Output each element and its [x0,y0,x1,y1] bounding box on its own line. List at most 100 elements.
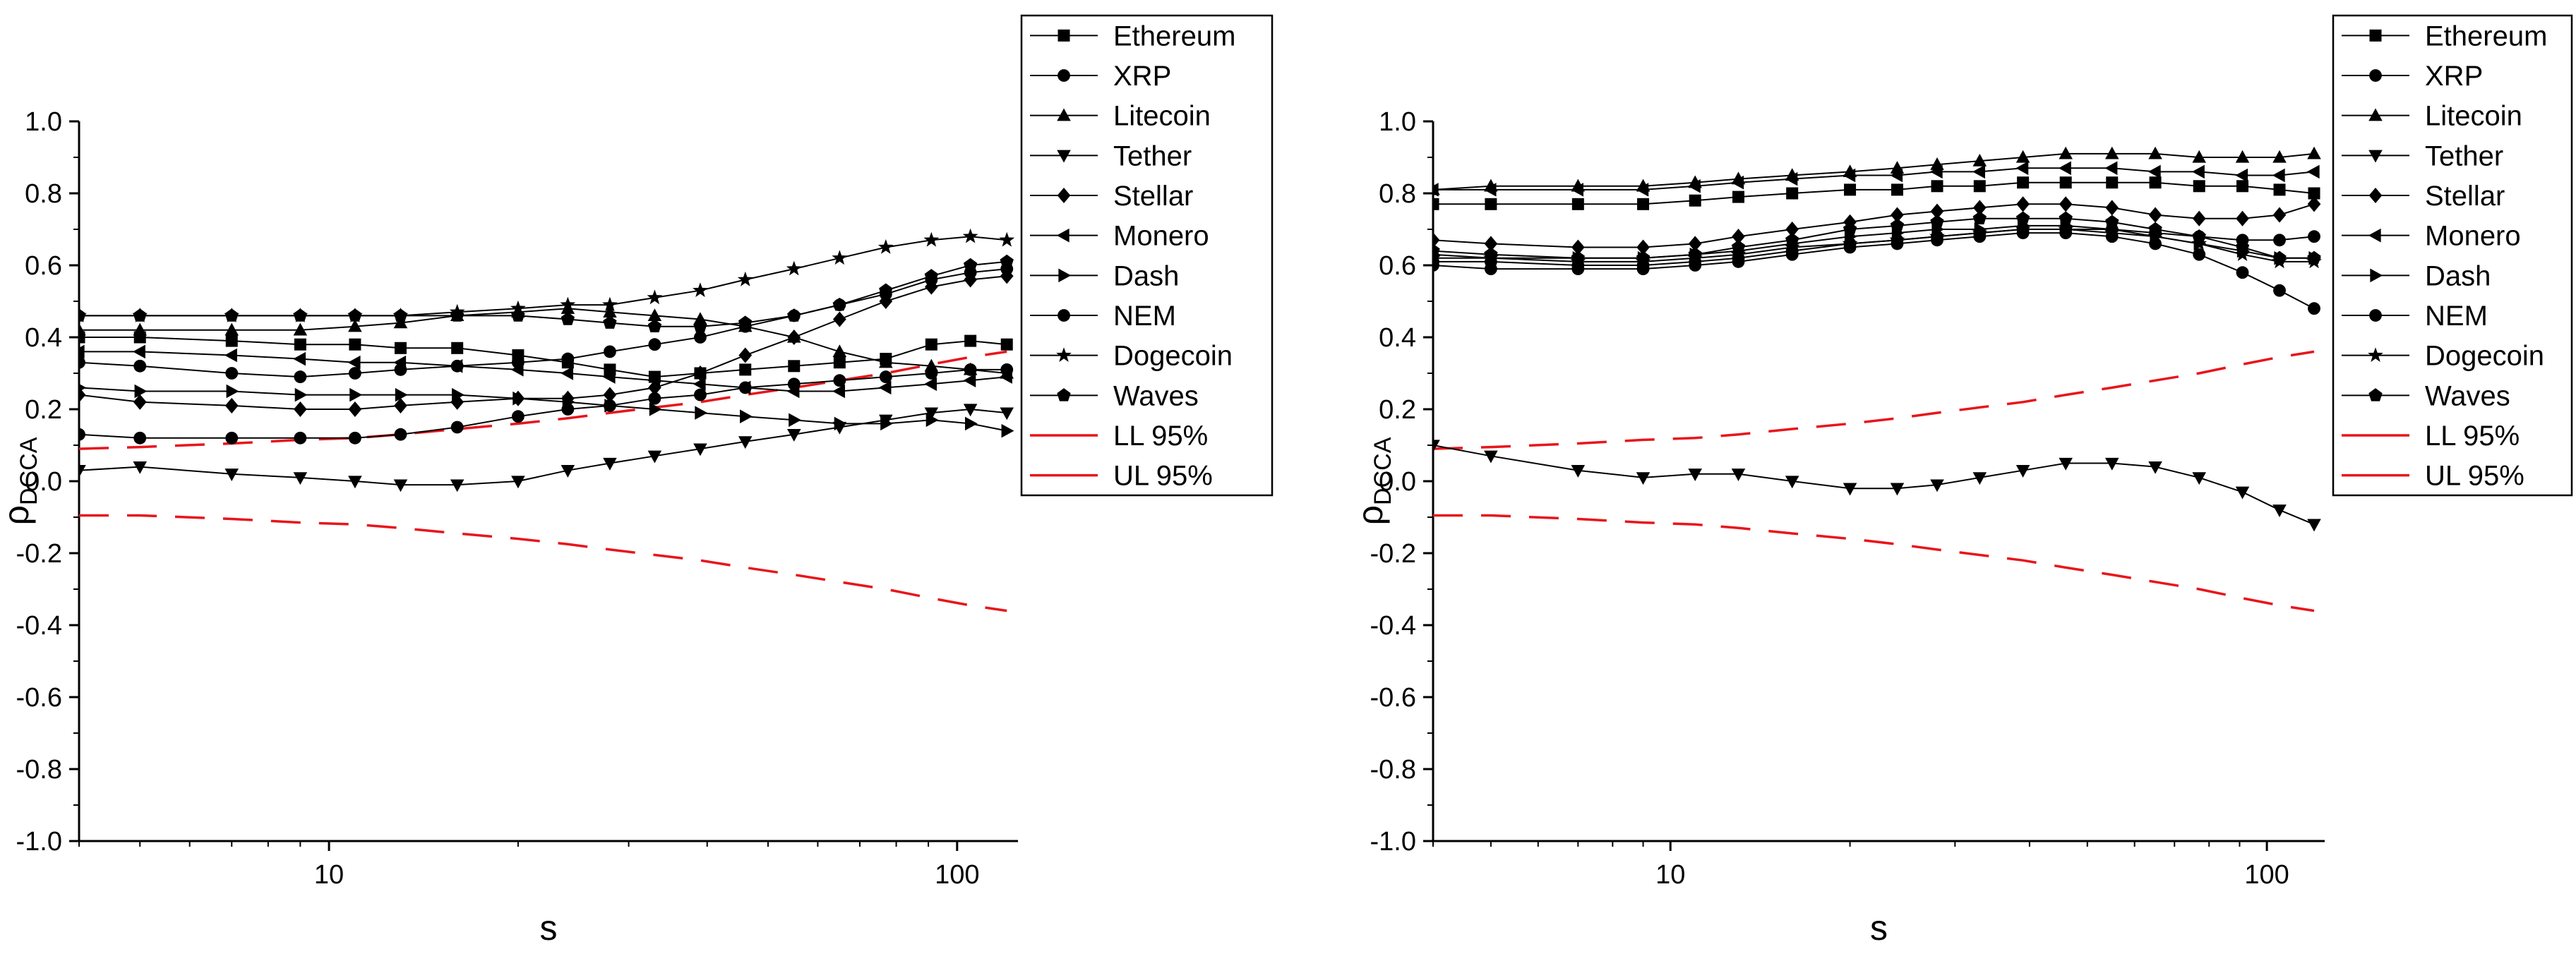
data-point [2058,221,2074,236]
data-point [2059,196,2073,212]
data-point [348,431,361,445]
y-axis-title: ρDCCA [0,437,42,525]
data-point [2192,150,2206,163]
data-point [649,402,662,416]
y-tick-label: -0.6 [1370,683,1416,713]
data-point [1483,183,1497,197]
data-point [348,401,362,418]
data-point [832,311,846,327]
data-point [693,365,707,382]
legend-swatch-marker [1058,268,1072,283]
data-point [832,297,846,311]
data-point [79,331,85,344]
data-point [603,457,617,471]
data-point [2015,161,2029,176]
data-point [2236,210,2249,226]
legend-label: Litecoin [1113,101,1211,132]
legend-swatch-marker [2368,347,2383,362]
series-tether [1433,440,2321,532]
data-point [1890,218,1905,232]
series-xrp [1433,226,2320,315]
legend-label: Dash [2425,260,2491,291]
data-point [1785,233,1799,246]
data-point [450,359,464,373]
legend: Ethereum XRP Litecoin Tether Stellar Monero Da… [2332,14,2573,497]
y-axis-title-symbol: ρ [1350,505,1390,525]
data-point [1731,175,1744,190]
legend-item: Waves [2342,380,2510,411]
data-point [1730,246,1747,261]
data-point [693,282,708,297]
legend-label: Monero [2425,221,2521,252]
legend-label: Ethereum [1113,20,1235,52]
data-point [2308,230,2320,243]
legend-swatch-marker [1057,108,1071,121]
legend-box [1020,14,1274,497]
y-axis-title-symbol: ρ [0,505,36,525]
x-axis-title: s [1870,908,1888,948]
legend-label: Ethereum [2425,20,2547,52]
data-point [2148,146,2162,159]
data-point [1000,254,1014,268]
data-point [787,308,801,322]
data-point [786,260,802,276]
data-point [134,384,148,399]
data-point [2149,176,2162,189]
legend-item: Monero [1030,221,1209,252]
data-point [603,387,617,403]
data-point [79,322,86,336]
y-tick-label: 0.4 [1379,323,1416,353]
legend-label: Litecoin [2425,101,2522,132]
data-point [1844,183,1857,196]
data-point [293,401,307,418]
y-tick-label: -1.0 [1370,827,1416,857]
data-point [511,410,525,423]
data-point [133,394,147,410]
data-point [880,416,893,431]
data-point [693,377,706,392]
data-point [2272,150,2287,163]
data-point [294,338,306,351]
data-point [2192,210,2206,226]
data-point [1972,472,1987,485]
data-point [560,296,576,312]
legend-label: UL 95% [1113,461,1213,492]
data-point [924,377,937,392]
data-point [1889,231,1905,247]
data-point [2147,228,2163,243]
data-point [2273,234,2286,247]
data-point [963,362,978,375]
series-line [1433,217,2314,259]
data-point [1843,214,1857,230]
data-point [1433,232,1440,248]
series-litecoin [79,301,1014,379]
y-tick-label: -0.6 [16,683,62,713]
y-tick-label: 0.8 [25,179,62,209]
data-point [2272,207,2287,223]
legend-label: Tether [1113,140,1192,171]
legend-label: XRP [2425,61,2483,92]
data-point [394,428,407,441]
data-point [2059,211,2073,224]
data-point [2192,164,2205,179]
data-point [226,384,239,399]
data-point [786,384,800,399]
chart-panel-left: -1.0 -0.8 -0.6 -0.4 -0.2 0.0 0.2 0.4 0.6 0.8 1.0 10… [0,14,1274,948]
data-point [294,431,307,445]
data-point [1001,423,1014,438]
data-point [561,352,575,365]
series-waves [79,254,1014,332]
data-point [1890,168,1903,183]
data-point [510,300,526,315]
data-point [1636,250,1651,265]
plot-area [79,228,1015,612]
data-point [1842,235,1858,250]
y-tick-label: 1.0 [1379,107,1416,137]
y-tick-label: -0.4 [1370,611,1416,641]
data-point [2273,183,2286,196]
legend: Ethereum XRP Litecoin Tether Stellar Monero Da… [1020,14,1274,497]
legend-label: Waves [2425,380,2510,411]
y-axis-title: ρDCCA [1350,437,1396,525]
data-point [293,351,306,366]
legend-swatch-marker [2369,29,2382,42]
